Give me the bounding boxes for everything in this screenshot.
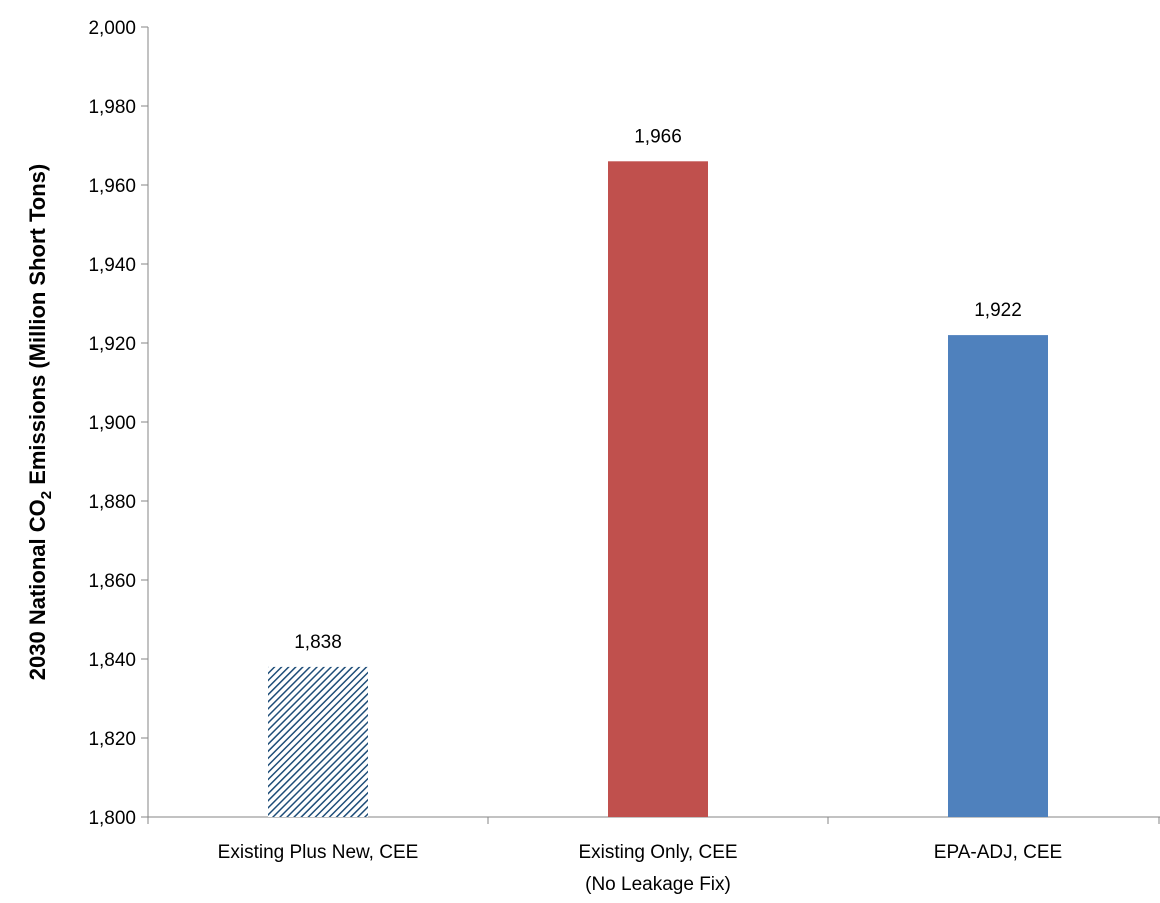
y-tick-label: 1,800 [88, 808, 136, 829]
y-tick-label: 1,980 [88, 97, 136, 118]
y-tick-label: 1,960 [88, 176, 136, 197]
y-tick-label: 1,840 [88, 650, 136, 671]
x-category-label: Existing Only, CEE [578, 842, 737, 863]
y-tick-label: 1,900 [88, 413, 136, 434]
y-tick-label: 2,000 [88, 18, 136, 39]
bar [268, 666, 368, 817]
y-tick-label: 1,820 [88, 729, 136, 750]
y-axis-title-part: 2030 National CO [25, 499, 50, 680]
y-axis-title-text: 2030 National CO2 Emissions (Million Sho… [25, 164, 55, 680]
y-tick-label: 1,880 [88, 492, 136, 513]
y-tick-label: 1,860 [88, 571, 136, 592]
y-tick-label: 1,920 [88, 334, 136, 355]
bar [608, 161, 708, 818]
y-axis-title-subscript: 2 [38, 491, 55, 499]
data-label: 1,922 [974, 300, 1022, 321]
data-label: 1,966 [634, 126, 682, 147]
y-tick-label: 1,940 [88, 255, 136, 276]
labels: 1,800 1,820 1,840 1,860 1,880 1,900 1,920 1,940… [88, 18, 1062, 895]
x-category-label: Existing Plus New, CEE [218, 842, 419, 863]
data-label: 1,838 [294, 632, 342, 653]
bars [268, 161, 1048, 818]
y-axis-title: 2030 National CO2 Emissions (Million Sho… [25, 164, 55, 680]
bar [948, 335, 1048, 817]
x-category-label: EPA-ADJ, CEE [934, 842, 1062, 863]
x-category-label: (No Leakage Fix) [585, 874, 731, 895]
y-axis-title-part: Emissions (Million Short Tons) [25, 164, 50, 491]
